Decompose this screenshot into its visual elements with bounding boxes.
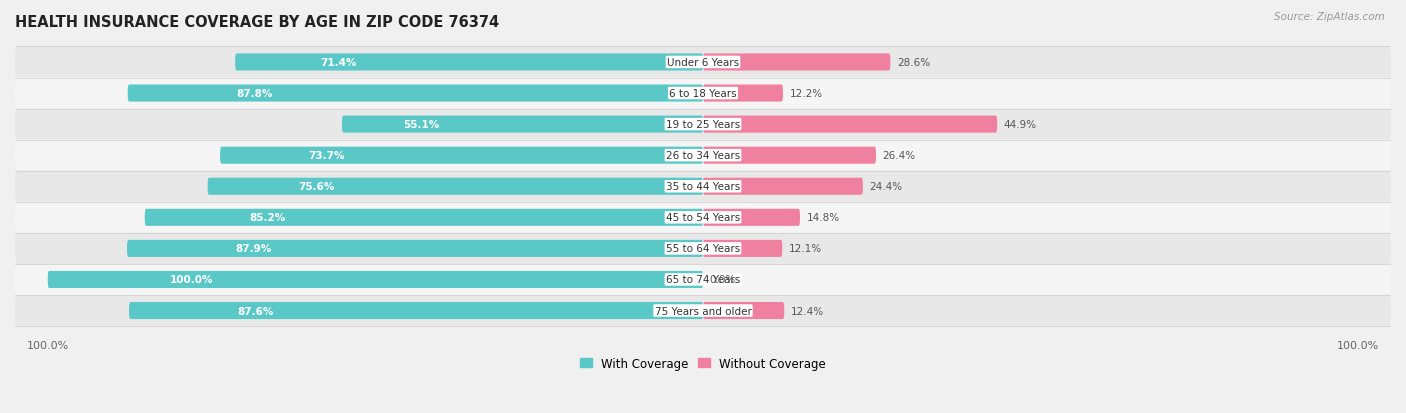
- Text: HEALTH INSURANCE COVERAGE BY AGE IN ZIP CODE 76374: HEALTH INSURANCE COVERAGE BY AGE IN ZIP …: [15, 15, 499, 30]
- FancyBboxPatch shape: [703, 147, 876, 164]
- Text: 55 to 64 Years: 55 to 64 Years: [666, 244, 740, 254]
- FancyBboxPatch shape: [703, 54, 890, 71]
- Text: 73.7%: 73.7%: [308, 151, 344, 161]
- Text: 26 to 34 Years: 26 to 34 Years: [666, 151, 740, 161]
- Text: 87.8%: 87.8%: [236, 89, 273, 99]
- Text: Source: ZipAtlas.com: Source: ZipAtlas.com: [1274, 12, 1385, 22]
- FancyBboxPatch shape: [235, 54, 703, 71]
- Text: 45 to 54 Years: 45 to 54 Years: [666, 213, 740, 223]
- FancyBboxPatch shape: [703, 85, 783, 102]
- Text: 87.6%: 87.6%: [238, 306, 274, 316]
- FancyBboxPatch shape: [703, 209, 800, 226]
- Text: 6 to 18 Years: 6 to 18 Years: [669, 89, 737, 99]
- Text: 65 to 74 Years: 65 to 74 Years: [666, 275, 740, 285]
- FancyBboxPatch shape: [221, 147, 703, 164]
- FancyBboxPatch shape: [15, 47, 1391, 78]
- Text: 26.4%: 26.4%: [883, 151, 915, 161]
- FancyBboxPatch shape: [703, 240, 782, 257]
- FancyBboxPatch shape: [15, 171, 1391, 202]
- Legend: With Coverage, Without Coverage: With Coverage, Without Coverage: [575, 352, 831, 374]
- Text: 12.4%: 12.4%: [790, 306, 824, 316]
- FancyBboxPatch shape: [15, 233, 1391, 264]
- Text: 12.2%: 12.2%: [790, 89, 823, 99]
- Text: 85.2%: 85.2%: [249, 213, 285, 223]
- FancyBboxPatch shape: [145, 209, 703, 226]
- FancyBboxPatch shape: [15, 295, 1391, 326]
- Text: 28.6%: 28.6%: [897, 58, 931, 68]
- Text: 55.1%: 55.1%: [404, 120, 440, 130]
- Text: 44.9%: 44.9%: [1004, 120, 1036, 130]
- FancyBboxPatch shape: [342, 116, 703, 133]
- FancyBboxPatch shape: [129, 302, 703, 319]
- Text: 87.9%: 87.9%: [236, 244, 271, 254]
- FancyBboxPatch shape: [48, 271, 703, 288]
- FancyBboxPatch shape: [703, 302, 785, 319]
- Text: 35 to 44 Years: 35 to 44 Years: [666, 182, 740, 192]
- Text: 12.1%: 12.1%: [789, 244, 823, 254]
- Text: 24.4%: 24.4%: [869, 182, 903, 192]
- Text: 75 Years and older: 75 Years and older: [655, 306, 751, 316]
- Text: 71.4%: 71.4%: [319, 58, 356, 68]
- Text: Under 6 Years: Under 6 Years: [666, 58, 740, 68]
- FancyBboxPatch shape: [15, 109, 1391, 140]
- Text: 75.6%: 75.6%: [298, 182, 335, 192]
- FancyBboxPatch shape: [127, 240, 703, 257]
- FancyBboxPatch shape: [15, 78, 1391, 109]
- FancyBboxPatch shape: [208, 178, 703, 195]
- FancyBboxPatch shape: [128, 85, 703, 102]
- FancyBboxPatch shape: [15, 264, 1391, 295]
- FancyBboxPatch shape: [15, 202, 1391, 233]
- Text: 14.8%: 14.8%: [807, 213, 839, 223]
- Text: 19 to 25 Years: 19 to 25 Years: [666, 120, 740, 130]
- FancyBboxPatch shape: [703, 178, 863, 195]
- Text: 100.0%: 100.0%: [170, 275, 214, 285]
- FancyBboxPatch shape: [15, 140, 1391, 171]
- FancyBboxPatch shape: [703, 116, 997, 133]
- Text: 0.0%: 0.0%: [710, 275, 735, 285]
